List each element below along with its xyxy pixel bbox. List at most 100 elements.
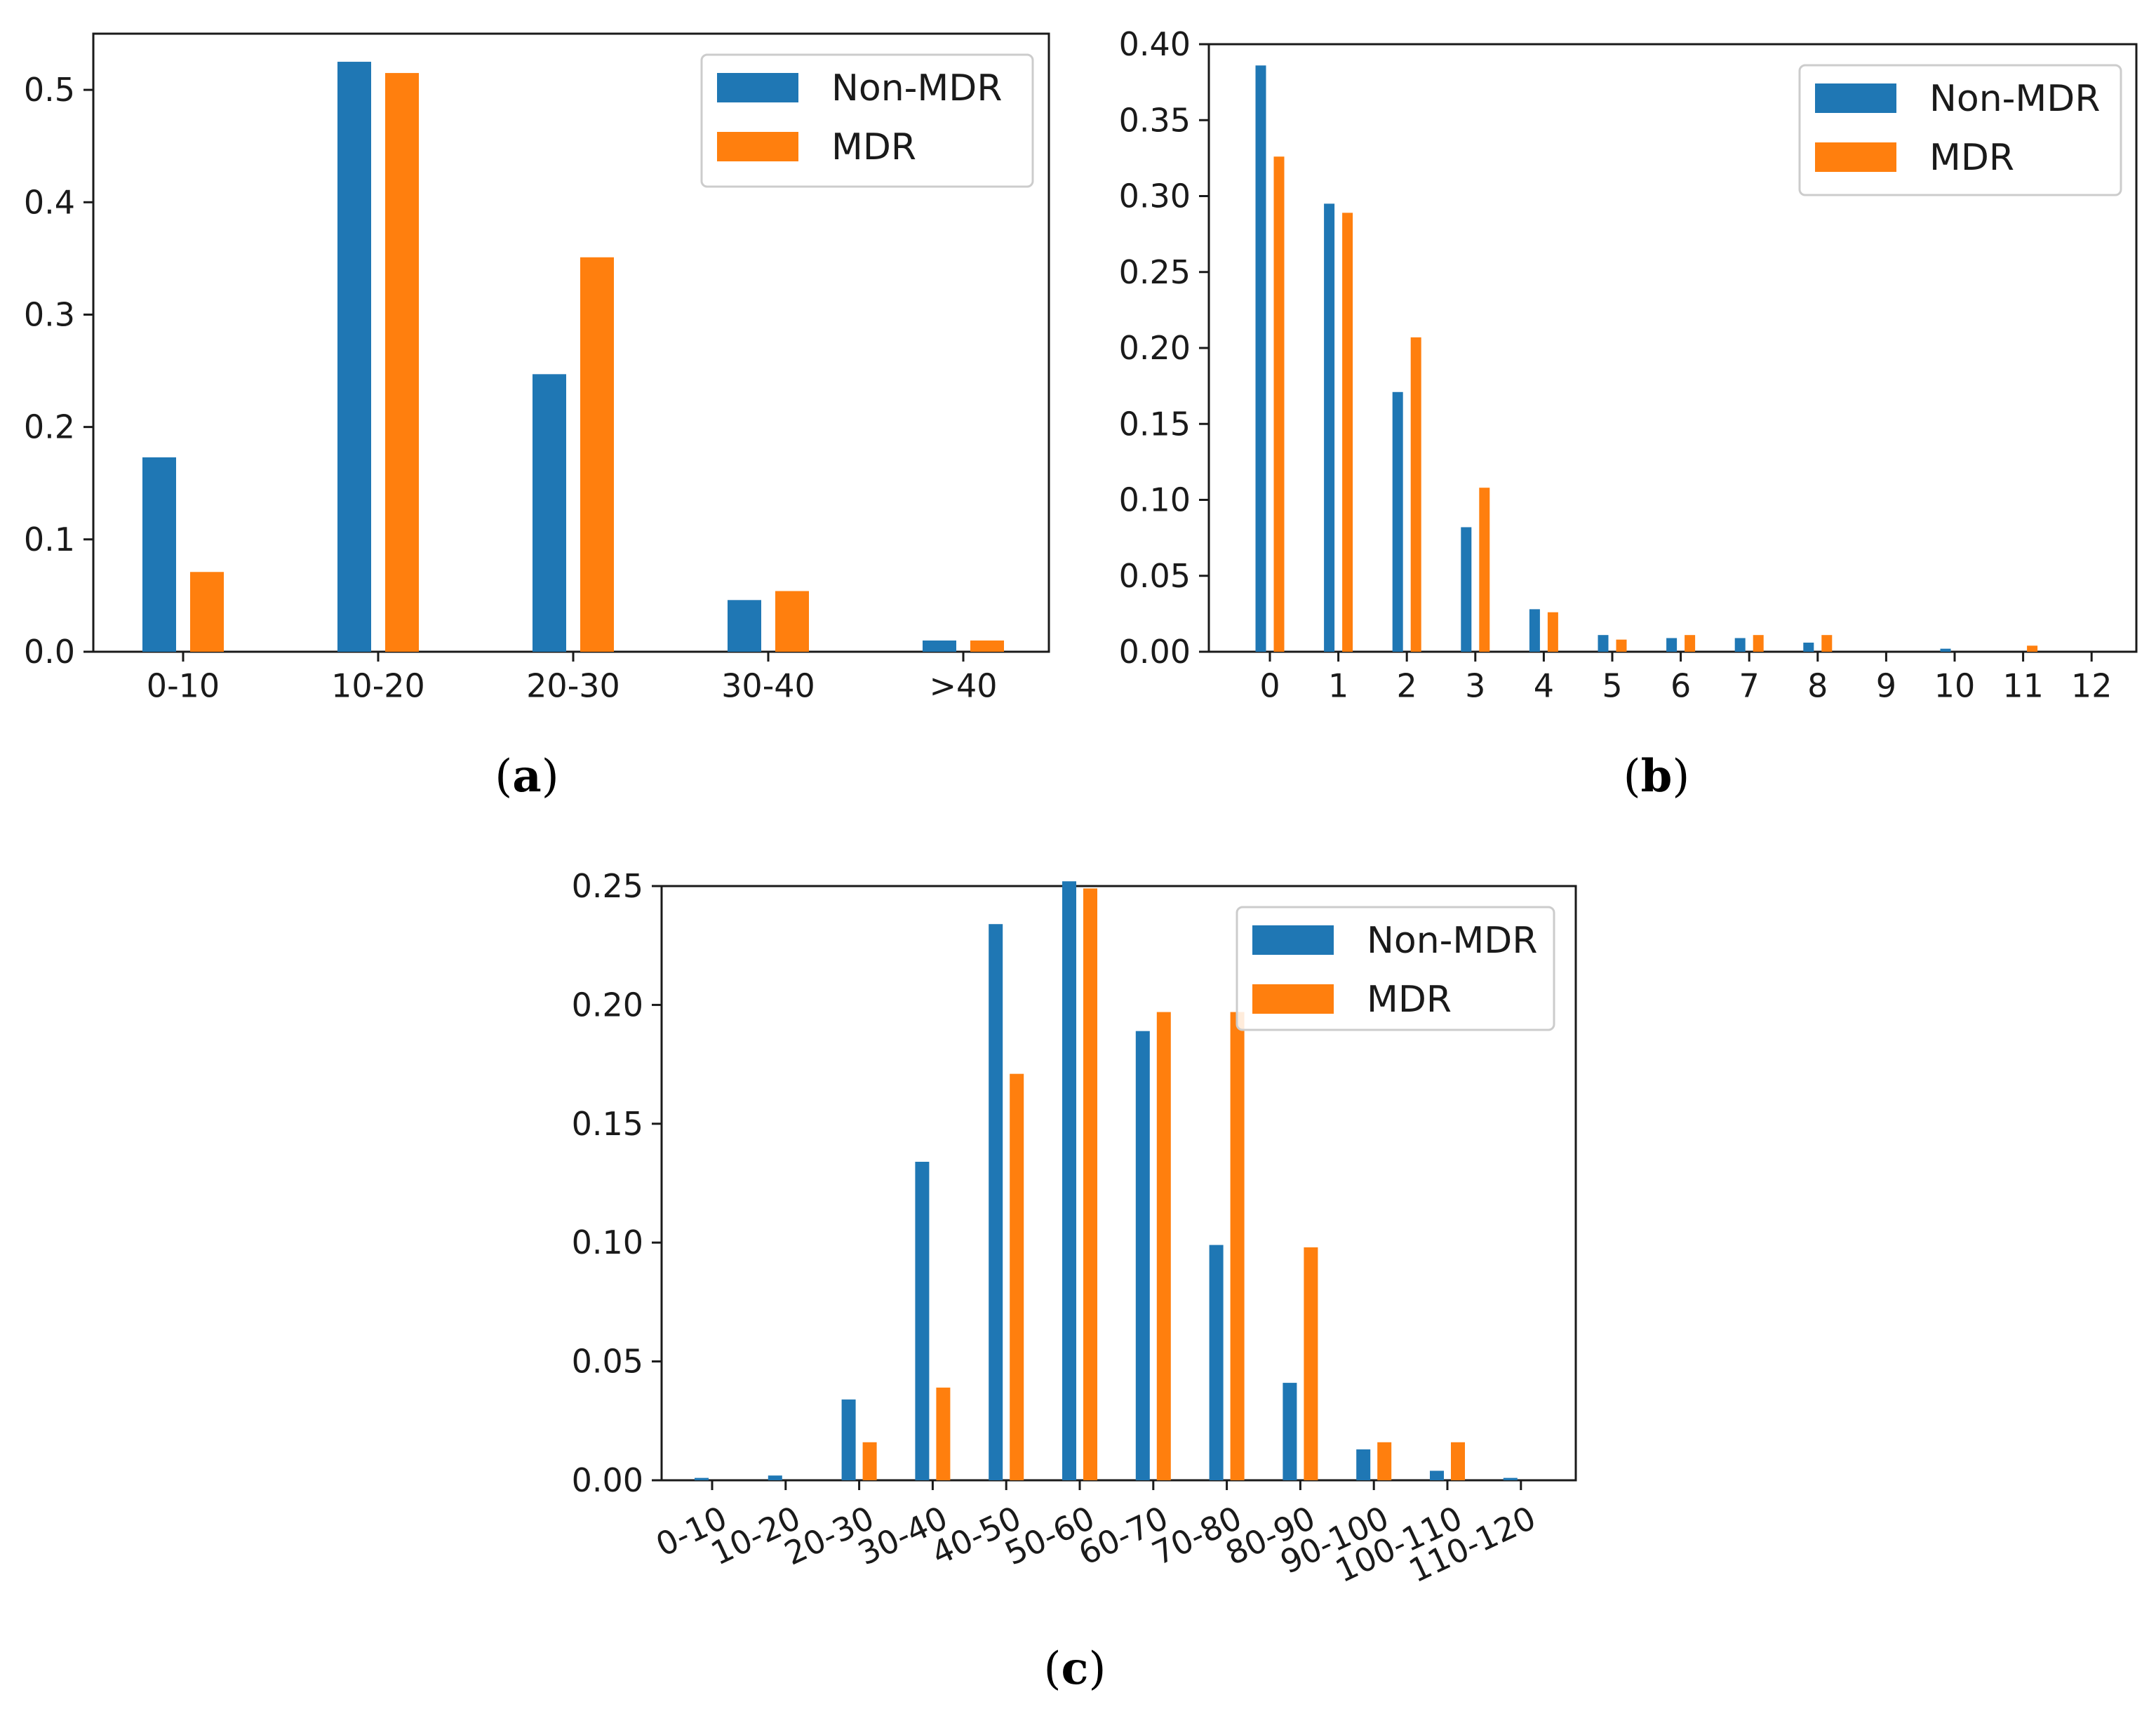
bar-non-mdr-5 <box>1598 635 1609 652</box>
caption-letter: a <box>512 750 541 803</box>
bar-mdr-50-60 <box>1083 888 1097 1480</box>
y-tick-label: 0.25 <box>1119 253 1191 291</box>
caption-letter: b <box>1641 750 1673 803</box>
bar-mdr-70-80 <box>1230 1012 1245 1480</box>
panel-caption: (b) <box>1623 750 1690 803</box>
axes-frame <box>92 32 1050 653</box>
bar-non-mdr-90-100 <box>1356 1449 1371 1480</box>
bar-mdr-80-90 <box>1304 1247 1318 1480</box>
bar-non-mdr-10 <box>1940 648 1951 652</box>
bar-non-mdr-30-40 <box>728 600 761 652</box>
bar-mdr-10-20 <box>385 73 419 652</box>
x-tick-label: >40 <box>929 666 997 704</box>
bar-non-mdr-0 <box>1255 65 1266 652</box>
bar-mdr-0 <box>1273 156 1285 652</box>
bar-non-mdr-3 <box>1461 527 1472 652</box>
bar-non-mdr-40-50 <box>989 924 1003 1480</box>
legend-swatch-non-mdr <box>717 73 798 102</box>
y-tick-label: 0.15 <box>572 1105 643 1143</box>
y-tick-label: 0.25 <box>572 867 643 905</box>
y-tick-label: 0.0 <box>24 633 75 671</box>
chart-panel-b: 0.000.050.100.150.200.250.300.350.400 1 2 3… <box>1119 25 2138 803</box>
chart-panel-a: 0.0 0.1 0.2 0.3 0.4 0.5 0-10 10-20 20-30 30-40 >40… <box>24 32 1050 803</box>
caption-open-paren: ( <box>1044 1643 1062 1695</box>
bar-mdr-20-30 <box>580 257 614 652</box>
bar-non-mdr->40 <box>923 640 956 652</box>
bar-mdr-3 <box>1479 488 1490 652</box>
bar-mdr-7 <box>1753 635 1764 652</box>
bar-mdr-8 <box>1821 635 1833 652</box>
bar-mdr-100-110 <box>1451 1442 1465 1480</box>
bar-mdr-90-100 <box>1377 1442 1392 1480</box>
y-tick-label: 0.1 <box>24 521 75 558</box>
x-tick-label: 4 <box>1534 666 1554 704</box>
bar-mdr-2 <box>1410 337 1421 652</box>
x-tick-label: 30-40 <box>721 666 815 704</box>
bar-non-mdr-60-70 <box>1135 1031 1150 1480</box>
y-tick-label: 0.05 <box>1119 557 1191 595</box>
y-tick-label: 0.10 <box>572 1224 643 1261</box>
legend: Non-MDR MDR <box>1236 906 1555 1031</box>
y-tick-label: 0.40 <box>1119 25 1191 63</box>
x-tick-label: 0-10 <box>147 666 220 704</box>
bar-non-mdr-10-20 <box>768 1475 782 1480</box>
bar-non-mdr-4 <box>1529 609 1540 652</box>
caption-open-paren: ( <box>1623 751 1641 803</box>
bar-non-mdr-0-10 <box>695 1477 709 1480</box>
x-tick-label: 7 <box>1739 666 1760 704</box>
legend-swatch-mdr <box>1815 142 1896 172</box>
bar-non-mdr-20-30 <box>533 374 566 652</box>
legend-label-mdr: MDR <box>1929 137 2014 179</box>
bar-mdr-30-40 <box>936 1387 951 1480</box>
x-tick-label: 11 <box>2002 666 2044 704</box>
bar-mdr-4 <box>1547 612 1558 652</box>
legend-swatch-mdr <box>717 132 798 161</box>
bar-non-mdr-30-40 <box>915 1162 930 1480</box>
y-tick-label: 0.20 <box>572 986 643 1024</box>
legend-label-non-mdr: Non-MDR <box>1367 920 1537 962</box>
bar-non-mdr-110-120 <box>1503 1477 1518 1480</box>
caption-close-paren: ) <box>542 751 559 803</box>
bar-non-mdr-50-60 <box>1062 881 1076 1480</box>
bar-mdr-40-50 <box>1010 1073 1024 1480</box>
legend: Non-MDR MDR <box>700 53 1034 188</box>
legend-label-mdr: MDR <box>1367 979 1452 1021</box>
x-tick-label: 2 <box>1397 666 1417 704</box>
bar-mdr-0-10 <box>190 572 224 652</box>
bar-non-mdr-1 <box>1324 203 1335 652</box>
y-tick-label: 0.4 <box>24 183 75 221</box>
bar-mdr-20-30 <box>862 1442 877 1480</box>
y-tick-label: 0.30 <box>1119 177 1191 215</box>
bar-non-mdr-0-10 <box>142 457 176 652</box>
caption-letter: c <box>1062 1642 1089 1695</box>
x-tick-label: 10-20 <box>331 666 425 704</box>
x-tick-label: 0 <box>1259 666 1280 704</box>
x-tick-label: 10 <box>1934 666 1976 704</box>
x-tick-label: 1 <box>1328 666 1348 704</box>
axes-frame <box>660 885 1577 1482</box>
legend-label-mdr: MDR <box>831 126 916 168</box>
legend-label-non-mdr: Non-MDR <box>831 67 1002 109</box>
bar-non-mdr-80-90 <box>1283 1383 1297 1480</box>
bar-mdr-30-40 <box>775 591 809 652</box>
y-tick-label: 0.20 <box>1119 329 1191 367</box>
y-tick-label: 0.00 <box>1119 633 1191 671</box>
bar-non-mdr-100-110 <box>1430 1470 1444 1480</box>
bar-non-mdr-8 <box>1803 643 1814 652</box>
bar-non-mdr-70-80 <box>1209 1245 1224 1480</box>
y-tick-label: 0.2 <box>24 408 75 446</box>
x-tick-label: 3 <box>1465 666 1485 704</box>
caption-open-paren: ( <box>495 751 512 803</box>
y-tick-label: 0.05 <box>572 1343 643 1381</box>
bar-mdr-6 <box>1685 635 1696 652</box>
bar-non-mdr-7 <box>1734 638 1746 652</box>
bar-non-mdr-6 <box>1666 638 1678 652</box>
x-tick-label: 8 <box>1807 666 1828 704</box>
bar-non-mdr-2 <box>1392 391 1403 652</box>
bar-mdr-11 <box>2027 645 2038 652</box>
y-tick-label: 0.10 <box>1119 481 1191 519</box>
x-tick-label: 6 <box>1670 666 1691 704</box>
x-tick-label: 9 <box>1876 666 1896 704</box>
legend-swatch-non-mdr <box>1815 83 1896 113</box>
